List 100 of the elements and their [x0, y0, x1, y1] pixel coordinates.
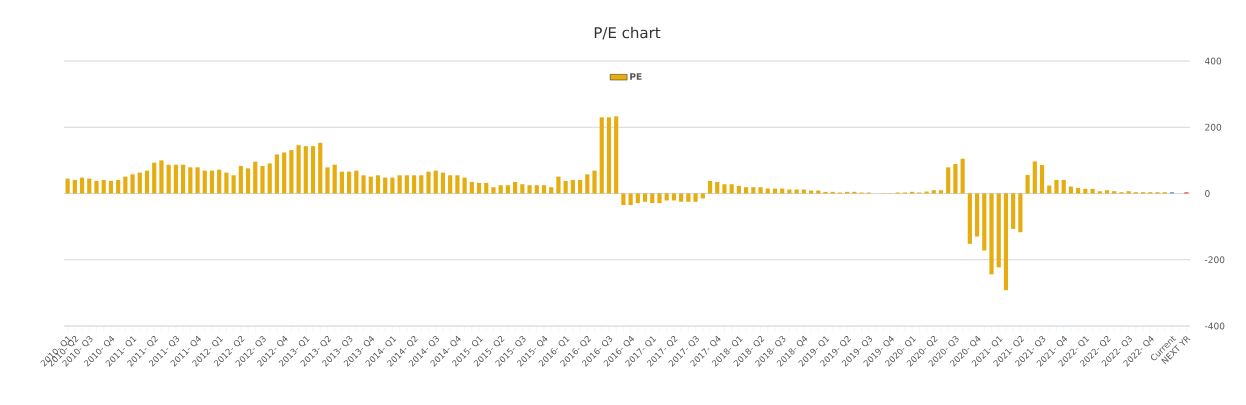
bar — [772, 188, 778, 194]
bar — [303, 146, 308, 194]
bar — [65, 178, 70, 194]
bar — [1025, 174, 1030, 194]
bar — [801, 189, 806, 194]
bar — [513, 181, 518, 194]
bar — [606, 117, 612, 194]
bar — [816, 190, 821, 194]
bar — [520, 184, 525, 194]
bar — [1032, 161, 1037, 194]
bar — [332, 164, 337, 194]
bar — [787, 189, 792, 194]
bar — [989, 193, 994, 275]
bar — [621, 193, 626, 206]
bar — [1018, 193, 1023, 233]
bar — [1011, 193, 1016, 229]
bar — [635, 193, 640, 204]
bar — [282, 152, 287, 194]
bar — [1083, 188, 1088, 194]
bar — [202, 170, 207, 194]
bar — [354, 170, 359, 194]
bar — [960, 158, 965, 194]
bar — [116, 179, 121, 194]
bar — [455, 175, 460, 194]
bar — [996, 193, 1001, 268]
bar — [101, 179, 106, 194]
bar — [217, 169, 222, 194]
bar — [267, 163, 272, 194]
bar — [931, 190, 936, 194]
bar — [577, 179, 583, 194]
bar — [440, 172, 446, 194]
bar — [1003, 193, 1009, 291]
bar — [87, 178, 92, 194]
bar — [765, 188, 770, 194]
y-tick-label: -200 — [1204, 256, 1225, 264]
y-tick-label: 400 — [1204, 57, 1222, 65]
chart-title: P/E chart — [594, 26, 661, 40]
bar — [657, 193, 662, 204]
bar — [1097, 191, 1102, 194]
bar — [238, 166, 243, 194]
bar — [614, 116, 619, 194]
bar — [274, 154, 280, 194]
bar — [808, 190, 814, 194]
bar — [419, 175, 424, 194]
bar — [310, 146, 316, 194]
bar — [491, 187, 496, 194]
bar — [707, 180, 713, 194]
bar — [1061, 179, 1066, 194]
bar — [339, 171, 344, 194]
bar — [628, 193, 633, 206]
bar — [94, 180, 99, 194]
bar — [974, 193, 980, 237]
bar — [368, 176, 373, 194]
bar — [188, 167, 193, 194]
bar — [209, 170, 215, 194]
bar — [527, 185, 532, 194]
bar — [1068, 186, 1073, 194]
bar — [469, 181, 474, 194]
bar — [130, 174, 135, 194]
bar — [181, 164, 186, 194]
bar — [166, 164, 171, 194]
bar — [1054, 179, 1059, 194]
bar — [751, 187, 756, 194]
bar — [289, 150, 294, 194]
bar — [296, 145, 301, 194]
bar — [953, 164, 958, 194]
bar — [498, 185, 503, 194]
bar — [686, 193, 691, 202]
bar — [195, 167, 200, 194]
bar — [404, 175, 409, 194]
bar — [585, 174, 590, 194]
bar — [744, 187, 749, 194]
bar — [549, 187, 554, 194]
bar — [152, 162, 157, 194]
bar — [650, 193, 655, 204]
bar — [484, 182, 489, 194]
bar — [390, 177, 395, 194]
bar — [173, 164, 178, 194]
bar — [397, 175, 402, 194]
bar — [245, 168, 251, 194]
bar — [592, 170, 597, 194]
bar — [679, 193, 684, 202]
bar — [541, 185, 547, 194]
bar — [383, 177, 388, 194]
bar — [556, 176, 561, 194]
bar — [715, 181, 720, 194]
bar — [982, 193, 987, 251]
bar — [426, 171, 431, 194]
bar — [736, 185, 741, 194]
y-tick-label: -400 — [1204, 322, 1225, 330]
bar — [137, 172, 142, 194]
bar — [253, 161, 258, 194]
bar — [224, 172, 229, 194]
bar — [462, 177, 467, 194]
bar — [1076, 187, 1081, 194]
bar — [411, 175, 417, 194]
bar — [144, 170, 150, 194]
bar — [1047, 185, 1052, 194]
bar — [375, 175, 381, 194]
bar — [318, 142, 323, 194]
